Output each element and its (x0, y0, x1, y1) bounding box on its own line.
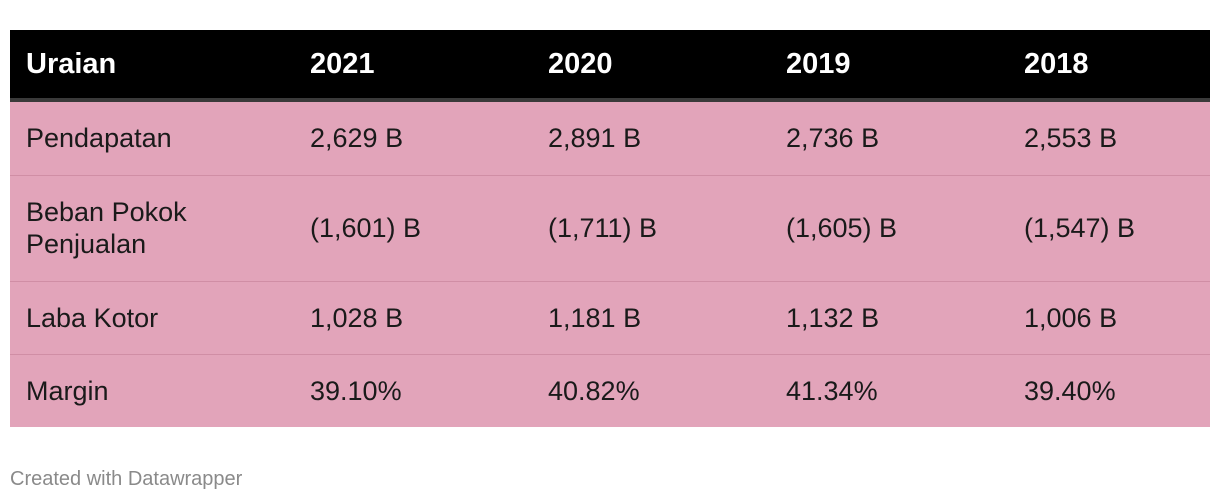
row-label: Margin (26, 375, 109, 406)
header-cell-uraian: Uraian (26, 47, 117, 80)
table-cell: (1,601) B (310, 213, 422, 243)
header-cell-2019: 2019 (786, 47, 851, 80)
financial-table: Uraian 2021 2020 2019 2018 Pendapatan 2,… (10, 30, 1210, 427)
header-cell-2021: 2021 (310, 47, 375, 80)
header-divider (10, 98, 1210, 102)
table-row: Margin 39.10% 40.82% 41.34% 39.40% (10, 354, 1210, 427)
table-cell: (1,547) B (1024, 213, 1136, 243)
row-label: Laba Kotor (26, 302, 159, 333)
table-row: Laba Kotor 1,028 B 1,181 B 1,132 B 1,006… (10, 281, 1210, 354)
data-table-container: Uraian 2021 2020 2019 2018 Pendapatan 2,… (10, 30, 1210, 427)
header-cell-2020: 2020 (548, 47, 613, 80)
datawrapper-credit: Created with Datawrapper (10, 468, 243, 490)
row-label: Beban Pokok Penjualan (26, 197, 187, 259)
table-cell: 39.10% (310, 375, 402, 406)
table-cell: 1,028 B (310, 302, 404, 333)
header-cell-2018: 2018 (1024, 47, 1089, 80)
table-cell: (1,711) B (548, 213, 658, 243)
table-header-row: Uraian 2021 2020 2019 2018 (10, 30, 1210, 98)
table-cell: 1,181 B (548, 302, 642, 333)
table-cell: 39.40% (1024, 375, 1116, 406)
row-label: Pendapatan (26, 123, 172, 154)
table-cell: 1,132 B (786, 302, 880, 333)
table-cell: 1,006 B (1024, 302, 1118, 333)
table-row: Beban Pokok Penjualan (1,601) B (1,711) … (10, 175, 1210, 281)
table-cell: 2,736 B (786, 123, 880, 154)
table-cell: 41.34% (786, 375, 878, 406)
table-cell: 2,891 B (548, 123, 642, 154)
table-cell: (1,605) B (786, 213, 898, 243)
table-row: Pendapatan 2,629 B 2,891 B 2,736 B 2,553… (10, 102, 1210, 175)
table-cell: 2,629 B (310, 123, 404, 154)
table-cell: 2,553 B (1024, 123, 1118, 154)
table-cell: 40.82% (548, 375, 640, 406)
